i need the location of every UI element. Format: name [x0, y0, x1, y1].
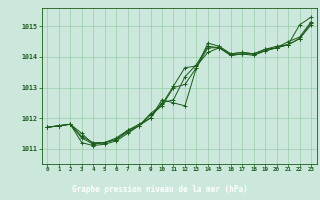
Text: Graphe pression niveau de la mer (hPa): Graphe pression niveau de la mer (hPa): [72, 185, 248, 194]
